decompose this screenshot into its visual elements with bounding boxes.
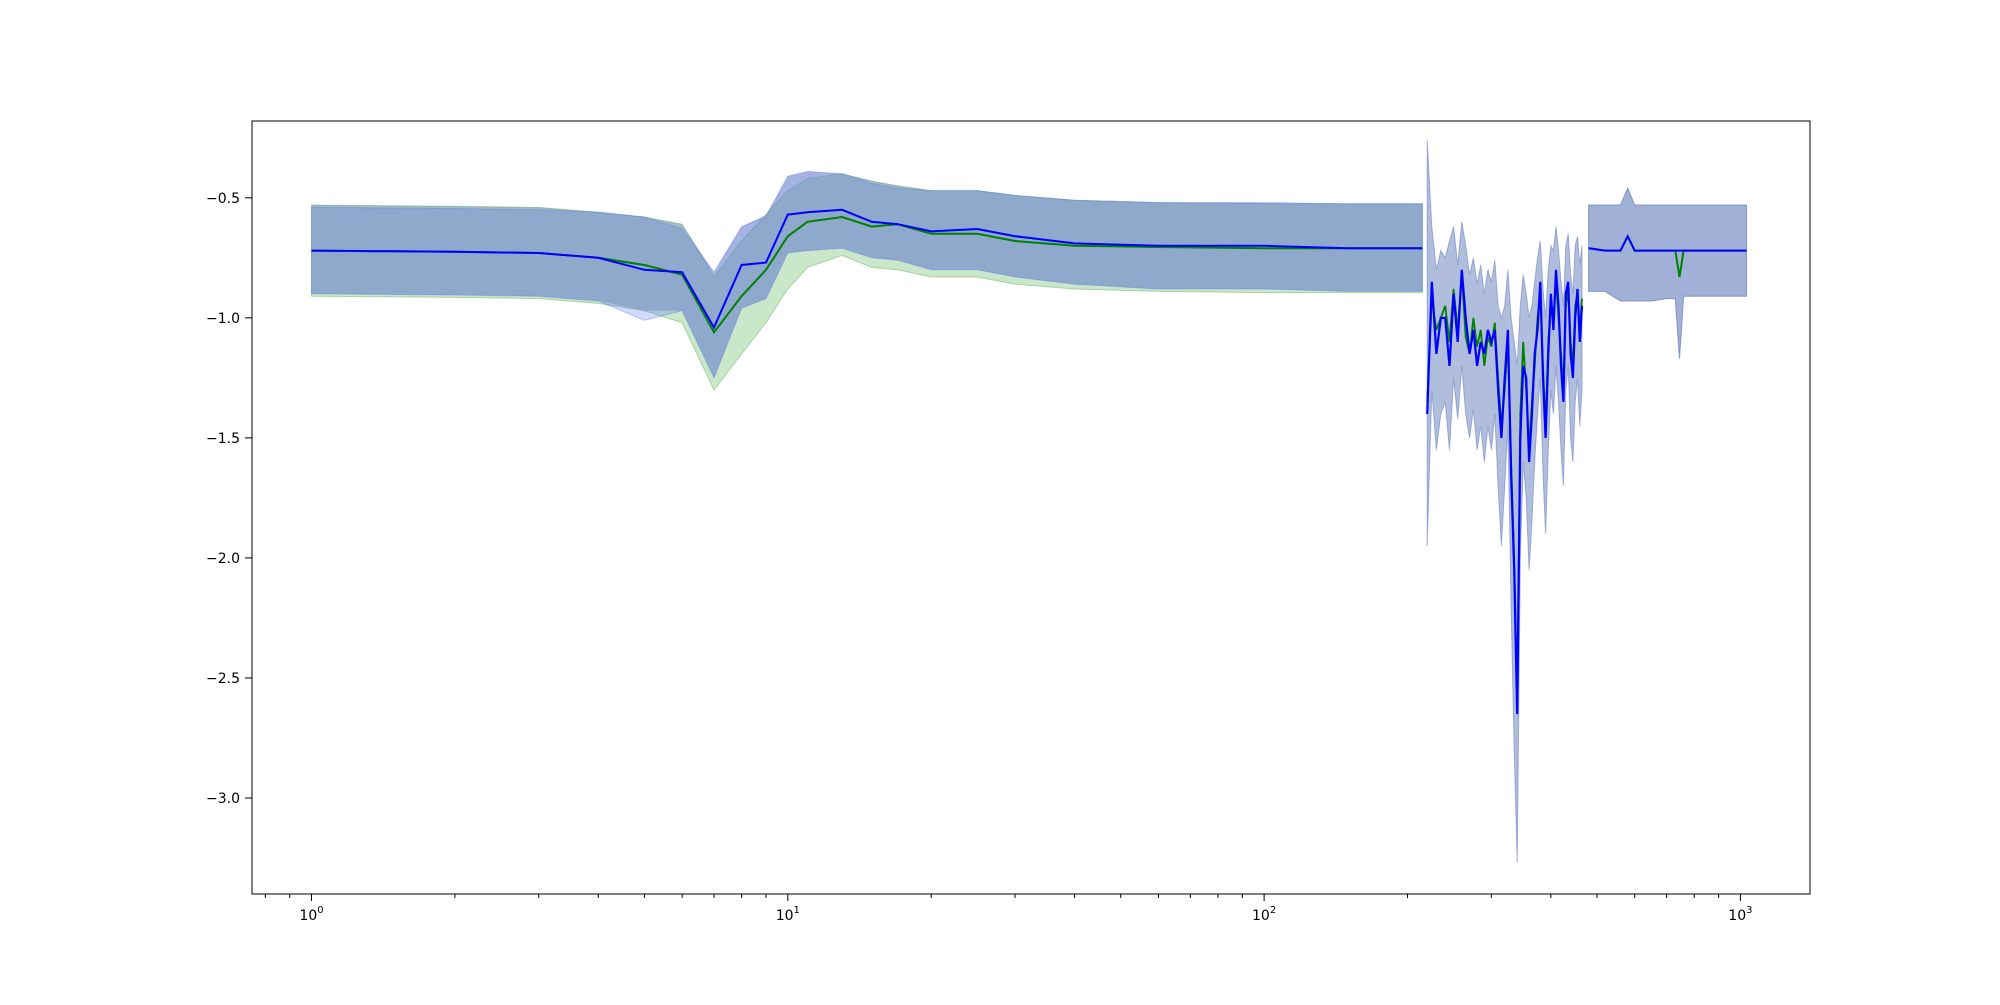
y-tick-label: −2.0 (206, 551, 240, 567)
plot-frame (251, 120, 1811, 895)
line-noisy-blue (1426, 269, 1584, 715)
x-tick-label: 103 (1728, 905, 1752, 924)
y-tick-label: −2.5 (206, 671, 240, 687)
line-tail-blue (1588, 233, 1747, 252)
line-series-blue (311, 208, 1423, 330)
confidence-bands (311, 140, 1747, 863)
y-tick-label: −1.5 (206, 431, 240, 447)
series-lines (311, 208, 1747, 715)
y-tick-label: −3.0 (206, 791, 240, 807)
x-axis-ticks: 100 101 102 103 (264, 894, 1753, 924)
x-tick-label: 102 (1252, 905, 1276, 924)
band-overlap (311, 171, 1423, 378)
y-tick-label: −0.5 (206, 191, 240, 207)
y-tick-label: −1.0 (206, 311, 240, 327)
band-series-1 (311, 170, 1423, 380)
band-series-0 (311, 173, 1423, 391)
y-axis-ticks: −0.5 −1.0 −1.5 −2.0 −2.5 −3.0 (206, 191, 252, 807)
x-tick-label: 100 (299, 905, 323, 924)
x-tick-label: 101 (776, 905, 800, 924)
band-tail-region (1588, 186, 1747, 359)
line-series-green (311, 215, 1423, 335)
